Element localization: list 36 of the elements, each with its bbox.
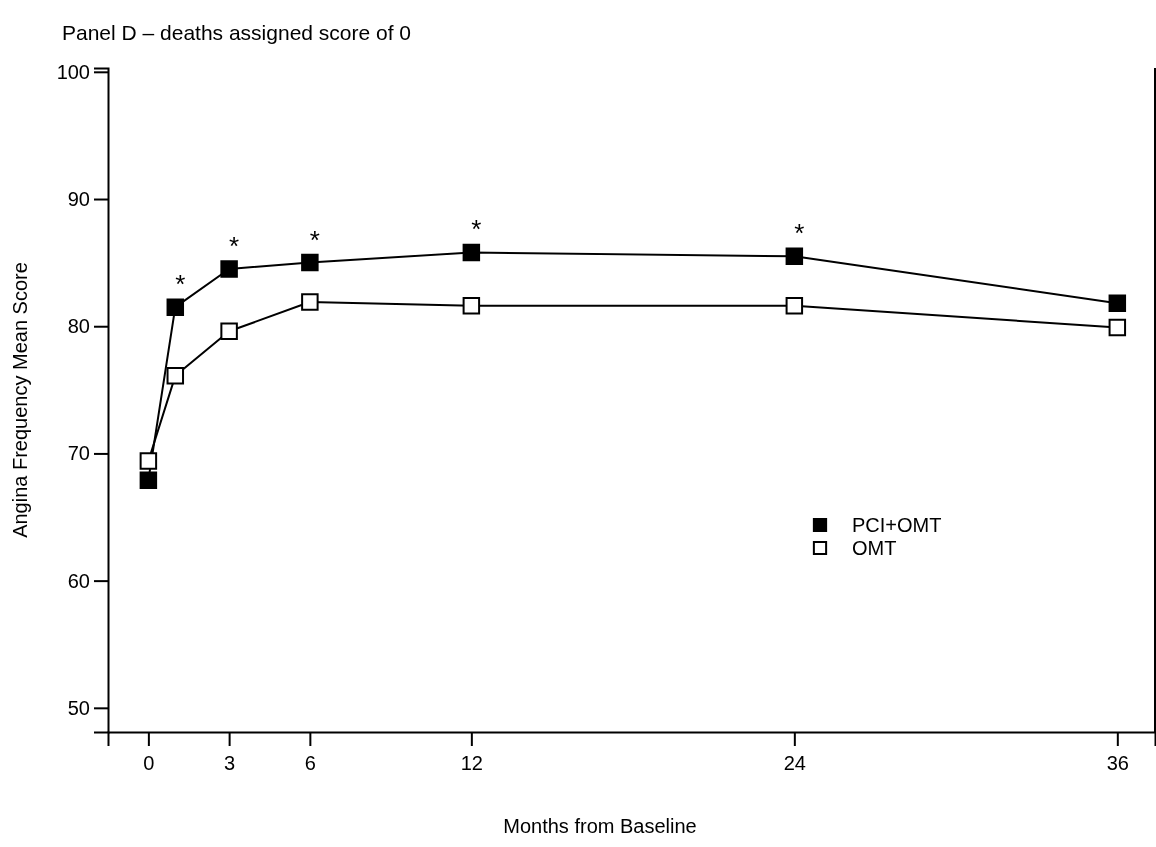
y-axis-title: Angina Frequency Mean Score xyxy=(9,262,31,538)
x-tick-label: 3 xyxy=(224,752,236,775)
x-tick-label: 36 xyxy=(1106,752,1129,775)
point xyxy=(301,293,319,311)
legend-label: OMT xyxy=(852,537,897,559)
x-tick-label: 0 xyxy=(143,752,155,775)
y-tick-label: 60 xyxy=(67,569,90,592)
point xyxy=(220,322,238,341)
point xyxy=(1108,294,1127,313)
point xyxy=(785,297,804,315)
annotation: * xyxy=(175,269,186,300)
point xyxy=(139,452,158,470)
annotation: * xyxy=(471,214,482,245)
y-tick-label: 100 xyxy=(56,60,90,83)
x-tick-label: 24 xyxy=(783,752,806,775)
x-axis-title: Months from Baseline xyxy=(503,815,697,837)
chart-title: Panel D – deaths assigned score of 0 xyxy=(62,21,412,44)
y-tick-label: 90 xyxy=(67,187,90,210)
point xyxy=(301,253,319,272)
point xyxy=(1108,318,1127,337)
y-tick-label: 80 xyxy=(67,315,90,338)
point xyxy=(462,297,481,315)
annotation: * xyxy=(229,230,240,261)
point xyxy=(785,247,804,266)
point xyxy=(462,243,481,262)
point xyxy=(166,367,185,385)
annotation: * xyxy=(794,218,805,249)
point xyxy=(166,298,185,316)
legend-label: PCI+OMT xyxy=(852,514,942,536)
x-tick-label: 12 xyxy=(460,752,483,775)
annotation: * xyxy=(309,224,320,255)
point xyxy=(220,260,238,278)
y-tick-label: 50 xyxy=(67,696,90,719)
point xyxy=(139,471,158,489)
y-tick-label: 70 xyxy=(67,442,90,465)
x-tick-label: 6 xyxy=(304,752,316,775)
